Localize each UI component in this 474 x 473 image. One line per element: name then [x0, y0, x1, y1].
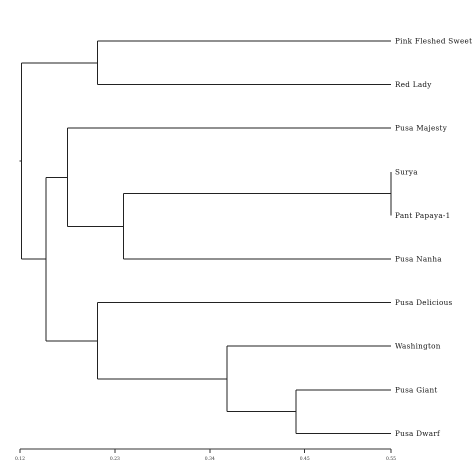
leaf-label: Pusa Dwarf: [395, 429, 441, 438]
axis-tick-label: 0.45: [300, 456, 310, 462]
leaf-label: Pusa Nanha: [395, 255, 442, 264]
axis-tick-label: 0.12: [15, 456, 25, 462]
leaf-label: Surya: [395, 167, 418, 176]
leaf-label: Washington: [395, 342, 441, 351]
leaf-label: Pant Papaya-1: [395, 211, 451, 220]
axis-tick-label: 0.34: [205, 456, 215, 462]
distance-axis: 0.12 0.23 0.34 0.45 0.55: [15, 448, 396, 462]
leaf-label: Pusa Giant: [395, 385, 438, 394]
leaf-label: Pusa Delicious: [395, 298, 453, 307]
leaf-label: Red Lady: [395, 80, 432, 89]
axis-tick-label: 0.23: [110, 456, 120, 462]
dendrogram-branches: [19, 40, 392, 434]
axis-tick-label: 0.55: [386, 456, 396, 462]
leaf-labels: Pink Fleshed Sweet Red Lady Pusa Majesty Su…: [395, 37, 472, 438]
leaf-label: Pink Fleshed Sweet: [395, 37, 472, 46]
leaf-label: Pusa Majesty: [395, 124, 448, 133]
